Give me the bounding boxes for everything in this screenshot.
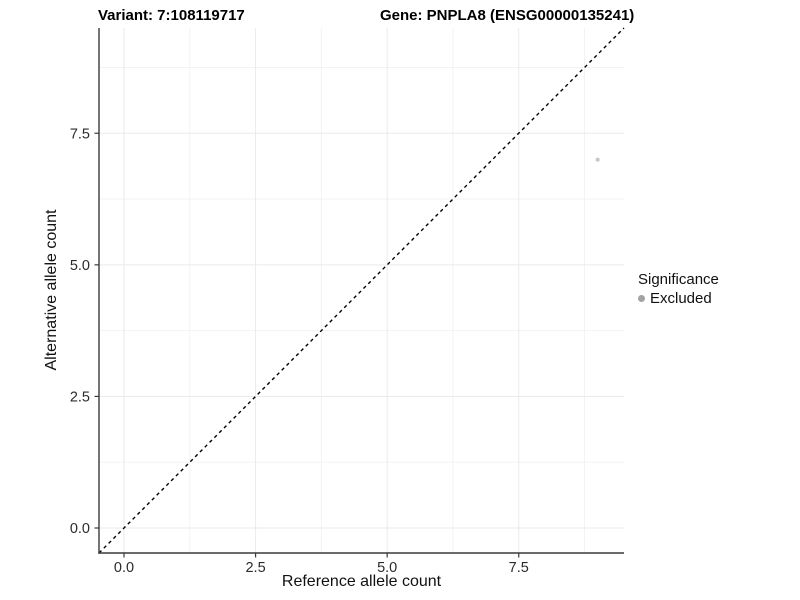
y-tick-label: 2.5 <box>70 389 90 405</box>
x-tick-label: 2.5 <box>245 560 265 576</box>
identity-dashed-line <box>98 27 625 554</box>
data-point <box>595 157 600 162</box>
legend-item-label: Excluded <box>650 290 712 307</box>
y-tick-label: 5.0 <box>70 258 90 274</box>
x-tick-label: 7.5 <box>509 560 529 576</box>
legend: Significance Excluded <box>638 270 719 308</box>
y-tick-label: 7.5 <box>70 126 90 142</box>
y-tick-label: 0.0 <box>70 521 90 537</box>
x-axis-title: Reference allele count <box>281 573 442 590</box>
legend-item-excluded: Excluded <box>638 289 719 308</box>
legend-title: Significance <box>638 271 719 288</box>
plot-title-variant: Variant: 7:108119717 <box>98 7 245 24</box>
x-tick-label: 5.0 <box>377 560 397 576</box>
legend-point-icon <box>638 295 645 302</box>
plot-title-gene: Gene: PNPLA8 (ENSG00000135241) <box>380 7 635 24</box>
y-axis-title-text: Alternative allele count <box>43 209 60 371</box>
x-tick-label: 0.0 <box>114 560 134 576</box>
